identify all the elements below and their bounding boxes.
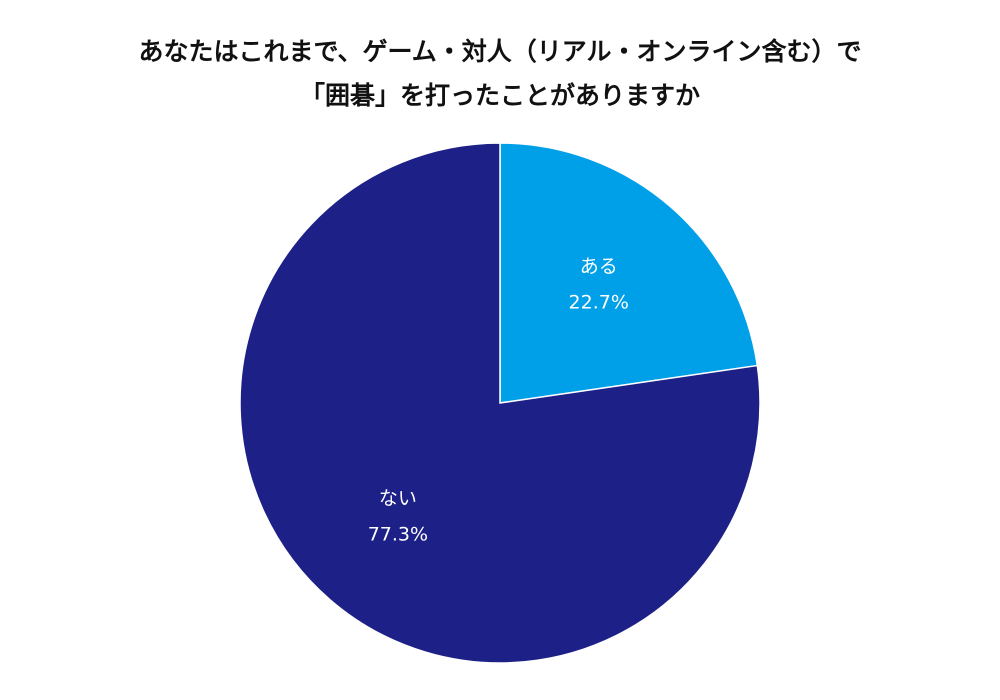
- chart-title: あなたはこれまで、ゲーム・対人（リアル・オンライン含む）で 「囲碁」を打ったこと…: [0, 30, 1000, 118]
- chart-title-line-1: あなたはこれまで、ゲーム・対人（リアル・オンライン含む）で: [138, 37, 862, 66]
- pie-slices: [239, 142, 761, 664]
- chart-title-line-2: 「囲碁」を打ったことがありますか: [299, 81, 700, 110]
- pie-slice-1: [239, 142, 761, 664]
- pie-slice-label-0: ある: [580, 255, 618, 277]
- pie-slice-0: [499, 142, 759, 404]
- pie-slice-label-1: ない: [379, 488, 417, 510]
- pie-labels: ある 22.7% ない 77.3%: [368, 255, 629, 545]
- pie-slice-value-0: 22.7%: [569, 291, 629, 313]
- pie-slice-value-1: 77.3%: [368, 524, 428, 546]
